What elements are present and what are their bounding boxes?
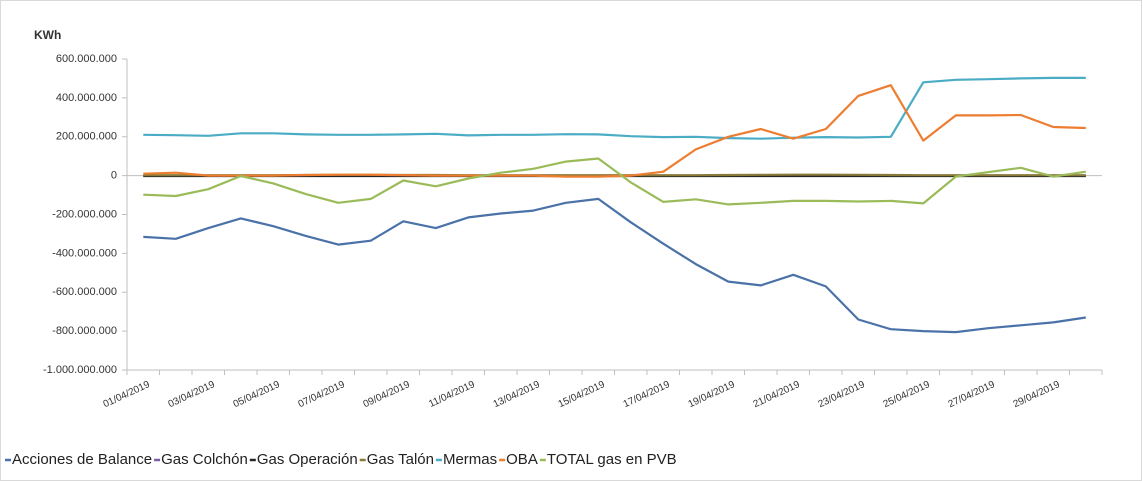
y-tick-label: 0 xyxy=(111,170,117,182)
series-line xyxy=(143,197,1086,334)
y-axis-label: KWh xyxy=(34,28,61,42)
y-tick-label: -800.000.000 xyxy=(52,325,117,337)
series-line xyxy=(143,76,1086,140)
series-line xyxy=(143,157,1086,206)
legend-label: Gas Colchón xyxy=(161,451,248,468)
legend-label: Gas Operación xyxy=(257,451,358,468)
y-tick-label: -600.000.000 xyxy=(52,286,117,298)
legend-label: Mermas xyxy=(443,451,497,468)
y-tick-label: 400.000.000 xyxy=(56,92,117,104)
y-tick-label: -200.000.000 xyxy=(52,208,117,220)
y-tick-label: -400.000.000 xyxy=(52,247,117,259)
legend-label: Gas Talón xyxy=(367,451,434,468)
y-tick-label: -1.000.000.000 xyxy=(43,364,117,376)
series-line xyxy=(143,84,1086,178)
legend-label: OBA xyxy=(506,451,538,468)
y-tick-label: 600.000.000 xyxy=(56,53,117,65)
y-tick-label: 200.000.000 xyxy=(56,131,117,143)
legend-label: TOTAL gas en PVB xyxy=(547,451,677,468)
legend-label: Acciones de Balance xyxy=(12,451,152,468)
